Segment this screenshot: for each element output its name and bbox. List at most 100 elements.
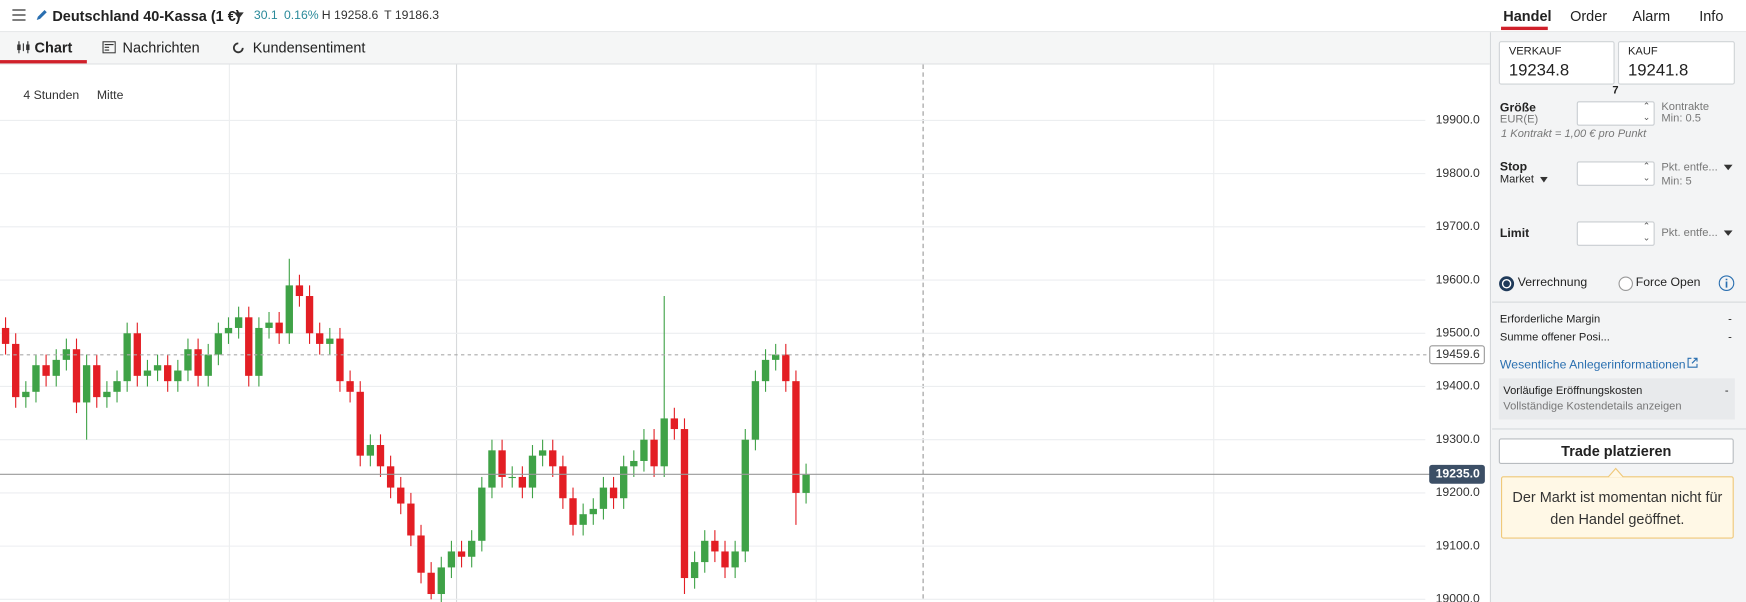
candle-body: [620, 466, 628, 499]
dropdown-caret[interactable]: [1539, 176, 1548, 183]
candle-body: [680, 429, 689, 579]
chart-tab-bar: [0, 32, 1490, 65]
candle-body: [569, 498, 577, 525]
candle-body: [316, 333, 324, 344]
candle-body: [376, 445, 385, 467]
buy-box[interactable]: [1617, 41, 1735, 85]
nav-tab[interactable]: Order: [1570, 7, 1608, 25]
radio[interactable]: [1618, 276, 1634, 292]
external-link-icon[interactable]: [1687, 357, 1698, 368]
candle-body: [153, 365, 162, 371]
menu-icon[interactable]: [12, 9, 26, 21]
candle-body: [214, 333, 223, 355]
candle-body: [93, 365, 101, 398]
dropdown-caret[interactable]: [1723, 164, 1733, 171]
limit-label: Limit: [1499, 227, 1530, 241]
candle-body: [488, 450, 496, 488]
candle-body: [792, 381, 800, 493]
candle-body: [508, 476, 516, 479]
candle-body: [265, 322, 273, 328]
candle-body: [518, 476, 527, 488]
dropdown-caret[interactable]: [1723, 230, 1733, 236]
candle-body: [528, 455, 537, 488]
change: 30.1: [253, 8, 278, 23]
candle-body: [559, 466, 567, 499]
candle-body: [772, 354, 780, 360]
candle-body: [12, 343, 20, 398]
candle-body: [275, 322, 283, 334]
price-label-box: [1429, 464, 1485, 484]
kid-link[interactable]: Wesentliche Anlegerinformationen: [1499, 358, 1686, 372]
candle-body: [52, 359, 60, 376]
chart-tab[interactable]: Chart: [34, 38, 73, 56]
y-tick-label: 19300.0: [1436, 432, 1480, 446]
margin-value: -: [1728, 313, 1732, 327]
sell-label: VERKAUF: [1508, 45, 1562, 58]
candle-body: [407, 503, 415, 536]
y-tick-label: 19400.0: [1436, 379, 1480, 393]
size-label: Größe: [1499, 101, 1536, 115]
stop-input[interactable]: [1576, 161, 1655, 186]
candle-body: [32, 365, 40, 392]
candle-body: [538, 450, 547, 456]
candle-body: [336, 338, 344, 382]
size-input[interactable]: [1576, 101, 1655, 126]
notice-pointer: [1607, 467, 1624, 478]
candle-body: [305, 296, 314, 334]
place-trade-button[interactable]: Trade platzieren: [1498, 438, 1734, 465]
stop-label: Stop: [1499, 160, 1528, 174]
edit-icon[interactable]: [36, 9, 48, 21]
separator: [1492, 428, 1746, 430]
candle-body: [245, 317, 253, 376]
candle-body: [204, 354, 212, 376]
candle-body: [437, 567, 445, 595]
stop-type[interactable]: Market: [1499, 173, 1534, 186]
candle-body: [690, 562, 699, 579]
costs-link[interactable]: Vollständige Kostendetails anzeigen: [1503, 400, 1682, 413]
limit-input[interactable]: [1576, 221, 1655, 246]
candle-body: [72, 349, 81, 403]
candle-body: [356, 391, 364, 456]
y-tick-label: 19600.0: [1436, 272, 1480, 286]
candle-body: [113, 381, 121, 392]
candle-body: [731, 551, 739, 568]
dropdown-caret[interactable]: [233, 12, 244, 19]
nav-tab[interactable]: Handel: [1503, 7, 1552, 25]
limit-unit[interactable]: Pkt. entfe...: [1661, 227, 1718, 240]
radio-checked[interactable]: [1499, 276, 1515, 292]
candle-body: [234, 317, 243, 328]
margin-label: Erforderliche Margin: [1499, 313, 1601, 327]
candle-body: [366, 445, 375, 456]
interval[interactable]: 4 Stunden: [23, 88, 79, 102]
candle-body: [457, 551, 466, 557]
candle-body: [721, 551, 729, 568]
separator: [1492, 301, 1746, 303]
instrument-name[interactable]: Deutschland 40-Kassa (1 €): [52, 7, 241, 25]
info-icon[interactable]: [1718, 275, 1735, 292]
positions-label: Summe offener Posi...: [1499, 331, 1610, 344]
candle-body: [701, 540, 709, 563]
candle-body: [295, 285, 304, 297]
candle-body: [346, 381, 354, 392]
radio-label[interactable]: Force Open: [1635, 275, 1701, 290]
price-type[interactable]: Mitte: [97, 88, 124, 102]
y-tick-label: 19100.0: [1436, 538, 1480, 552]
contract-note: 1 Kontrakt = 1,00 € pro Punkt: [1501, 127, 1647, 141]
y-tick-label: 19700.0: [1436, 219, 1480, 233]
radio-label[interactable]: Verrechnung: [1517, 275, 1588, 290]
price-label-box: [1429, 345, 1485, 365]
candle-body: [498, 450, 506, 477]
sell-box[interactable]: [1498, 41, 1615, 85]
price-label: 19459.6: [1436, 347, 1480, 361]
stop-unit[interactable]: Pkt. entfe...: [1661, 161, 1718, 174]
chart-tab[interactable]: Nachrichten: [122, 38, 200, 56]
y-tick-label: 19200.0: [1436, 485, 1480, 499]
nav-tab[interactable]: Alarm: [1632, 7, 1671, 25]
price-chart: 4 Stunden Mitte 19900.0 19800.0 19700.0 196…: [0, 64, 1485, 602]
y-tick-label: 19500.0: [1436, 326, 1480, 340]
nav-tab[interactable]: Info: [1699, 7, 1724, 25]
candle-body: [751, 381, 760, 440]
chart-tab[interactable]: Kundensentiment: [252, 38, 366, 56]
